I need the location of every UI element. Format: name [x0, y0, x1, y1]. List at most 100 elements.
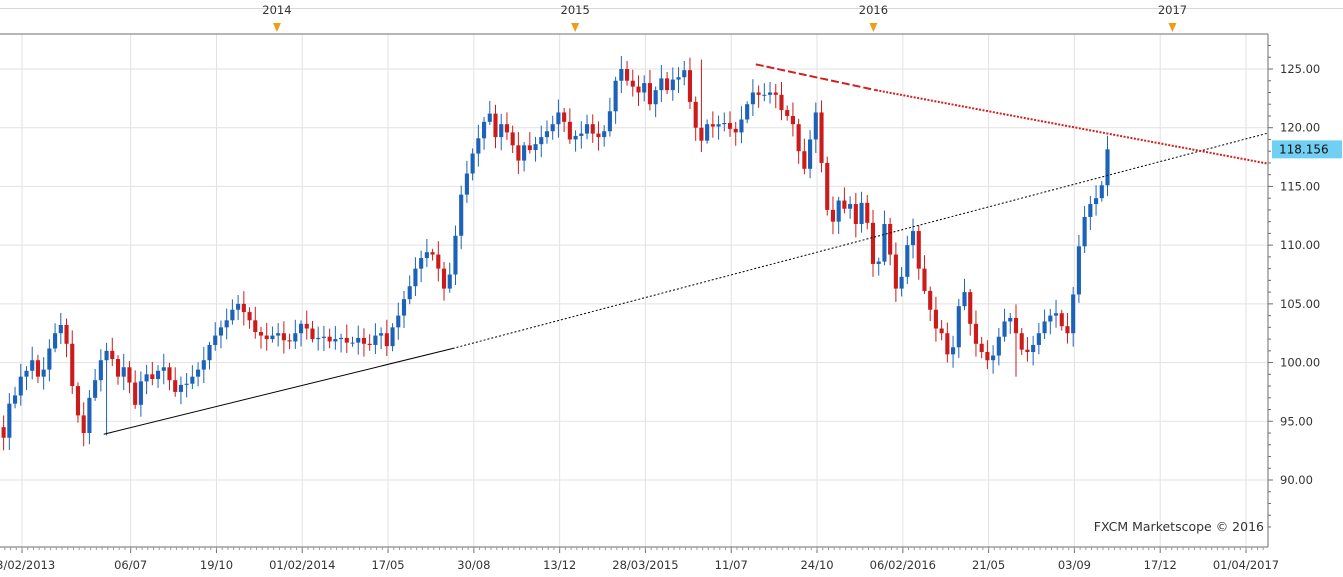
- watermark: FXCM Marketscope © 2016: [1094, 519, 1264, 534]
- candle-body: [396, 315, 401, 328]
- candle-body: [41, 369, 46, 377]
- candle-body: [510, 132, 515, 146]
- candle-body: [184, 383, 189, 385]
- candle-body: [916, 231, 921, 269]
- candle-body: [567, 121, 572, 140]
- candle-body: [779, 94, 784, 111]
- candle-body: [281, 333, 286, 341]
- candle-body: [287, 340, 292, 342]
- x-tick-label: 01/04/2017: [1213, 558, 1279, 572]
- year-label: 2015: [561, 3, 590, 17]
- x-tick-label: 06/02/2016: [870, 558, 936, 572]
- candle-body: [642, 83, 647, 93]
- candle-body: [218, 327, 224, 336]
- candle-body: [624, 69, 630, 81]
- candle-body: [333, 339, 338, 342]
- candle-body: [459, 194, 464, 236]
- candle-body: [201, 360, 206, 370]
- candle-body: [115, 359, 121, 377]
- candle-body: [436, 254, 441, 269]
- candle-body: [93, 380, 98, 398]
- candle-body: [933, 309, 938, 329]
- candle-body: [70, 343, 75, 387]
- candle-body: [928, 290, 933, 310]
- candle-body: [487, 113, 492, 122]
- candle-body: [836, 200, 841, 222]
- candle-body: [53, 333, 58, 349]
- candle-body: [722, 123, 727, 125]
- candle-body: [1088, 204, 1093, 217]
- candle-body: [882, 224, 887, 262]
- candle-body: [18, 376, 23, 396]
- x-tick-label: 13/12: [543, 558, 576, 572]
- candle-body: [676, 77, 681, 80]
- candle-body: [670, 79, 675, 91]
- candle-body: [190, 376, 195, 384]
- candle-body: [379, 333, 384, 336]
- candle-body: [1036, 333, 1041, 345]
- candle-body: [413, 268, 418, 287]
- candle-body: [853, 204, 858, 225]
- candle-body: [682, 70, 687, 78]
- x-tick-label: 30/08: [457, 558, 490, 572]
- candle-body: [104, 350, 109, 361]
- candle-body: [110, 350, 115, 360]
- x-tick-label: 21/05: [972, 558, 1005, 572]
- x-tick-label: 17/12: [1144, 558, 1177, 572]
- candle-body: [905, 245, 910, 277]
- candle-body: [453, 235, 458, 275]
- candle-body: [1076, 246, 1081, 295]
- y-tick-label: 115.00: [1280, 179, 1320, 193]
- candle-body: [253, 320, 258, 333]
- candle-body: [493, 113, 498, 138]
- candle-body: [24, 370, 29, 377]
- candle-body: [962, 292, 967, 307]
- candle-body: [739, 119, 744, 133]
- candle-body: [848, 204, 853, 209]
- candle-body: [956, 306, 961, 348]
- candle-body: [630, 80, 635, 87]
- candle-body: [859, 202, 864, 225]
- candle-body: [1002, 321, 1007, 337]
- candle-body: [384, 333, 389, 347]
- x-tick-label: 03/09: [1058, 558, 1091, 572]
- candle-body: [813, 112, 818, 140]
- candle-body: [602, 131, 607, 138]
- candle-body: [756, 92, 761, 95]
- candle-body: [293, 333, 298, 342]
- year-axis: 2014 2015 2016 2017: [262, 3, 1187, 32]
- candle-body: [687, 70, 693, 102]
- candle-body: [304, 323, 309, 329]
- candle-body: [230, 309, 235, 321]
- candle-body: [693, 101, 698, 128]
- candle-body: [356, 337, 361, 343]
- x-tick-label: 19/10: [200, 558, 233, 572]
- candle-body: [991, 355, 996, 361]
- candle-body: [1065, 326, 1070, 334]
- candle-body: [276, 333, 281, 336]
- candle-body: [390, 327, 395, 347]
- x-tick-label: 24/10: [800, 558, 833, 572]
- candle-body: [607, 111, 612, 132]
- candle-body: [533, 144, 538, 151]
- candlestick-series: [1, 55, 1110, 451]
- candle-body: [361, 337, 367, 344]
- trend-line-support-extension: [452, 132, 1269, 349]
- x-axis: 23/02/2013 06/07 19/10 01/02/2014 17/05 30/08…: [0, 547, 1279, 572]
- candle-body: [590, 124, 595, 134]
- candle-body: [241, 303, 246, 313]
- candle-body: [310, 328, 315, 340]
- candle-body: [979, 343, 984, 353]
- candle-body: [270, 335, 275, 340]
- candle-body: [298, 323, 304, 334]
- candle-body: [996, 336, 1001, 356]
- candle-body: [373, 335, 378, 345]
- candle-body: [968, 292, 973, 324]
- candle-body: [647, 83, 652, 105]
- candle-body: [773, 92, 778, 95]
- candle-body: [224, 320, 229, 328]
- candle-body: [705, 124, 710, 141]
- year-label: 2014: [262, 3, 291, 17]
